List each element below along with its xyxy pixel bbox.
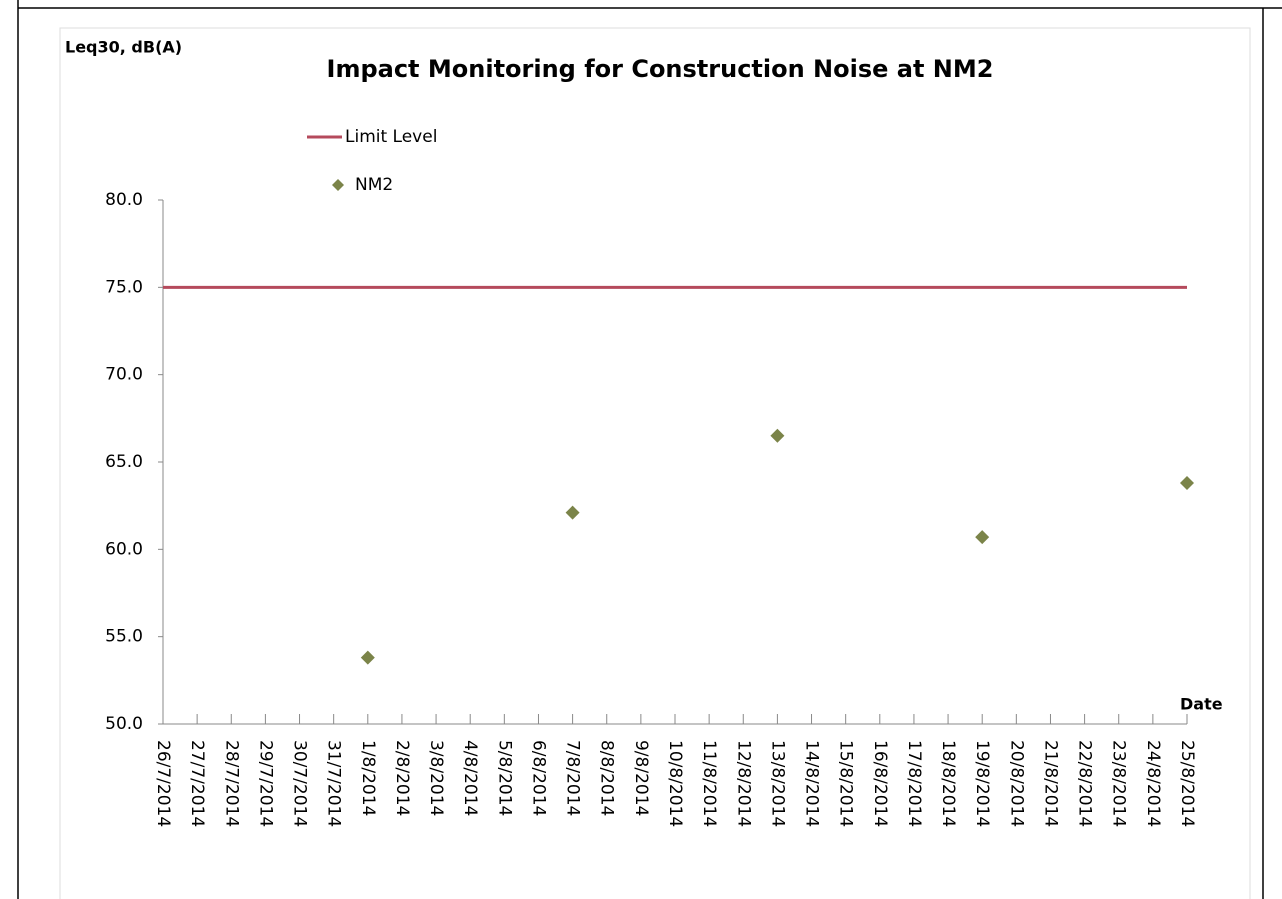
x-tick-label: 4/8/2014: [460, 740, 480, 816]
x-tick-label: 18/8/2014: [938, 740, 958, 827]
x-tick-label: 9/8/2014: [631, 740, 651, 816]
y-axis-label: Leq30, dB(A): [65, 38, 182, 57]
y-tick-label: 80.0: [105, 190, 143, 210]
marker: [360, 650, 375, 665]
x-tick-label: 20/8/2014: [1006, 740, 1026, 827]
x-tick-label: 12/8/2014: [733, 740, 753, 827]
x-tick-label: 8/8/2014: [597, 740, 617, 816]
x-tick-label: 24/8/2014: [1143, 740, 1163, 827]
y-tick-label: 60.0: [105, 539, 143, 559]
x-axis-label: Date: [1180, 695, 1223, 714]
legend-label: Limit Level: [345, 127, 437, 147]
marker: [975, 530, 990, 545]
x-tick-label: 3/8/2014: [426, 740, 446, 816]
x-tick-label: 23/8/2014: [1109, 740, 1129, 827]
x-tick-label: 14/8/2014: [802, 740, 822, 827]
legend-label: NM2: [355, 175, 393, 195]
x-tick-label: 26/7/2014: [153, 740, 173, 827]
x-tick-label: 1/8/2014: [358, 740, 378, 816]
x-tick-label: 31/7/2014: [324, 740, 344, 827]
x-tick-label: 29/7/2014: [255, 740, 275, 827]
chart-title: Impact Monitoring for Construction Noise…: [327, 55, 994, 83]
x-tick-label: 10/8/2014: [665, 740, 685, 827]
x-tick-label: 25/8/2014: [1177, 740, 1197, 827]
marker: [1180, 475, 1194, 490]
x-tick-label: 11/8/2014: [699, 740, 719, 827]
x-tick-label: 28/7/2014: [221, 740, 241, 827]
x-tick-label: 15/8/2014: [836, 740, 856, 827]
x-tick-label: 22/8/2014: [1075, 740, 1095, 827]
x-tick-label: 21/8/2014: [1040, 740, 1060, 827]
x-tick-label: 5/8/2014: [494, 740, 514, 816]
chart-area: [59, 27, 1251, 899]
y-tick-label: 75.0: [105, 277, 143, 297]
marker: [565, 505, 580, 520]
x-tick-label: 19/8/2014: [972, 740, 992, 827]
y-tick-label: 50.0: [105, 714, 143, 734]
marker: [770, 428, 785, 443]
x-tick-label: 2/8/2014: [392, 740, 412, 816]
y-tick-label: 70.0: [105, 365, 143, 385]
x-tick-label: 17/8/2014: [904, 740, 924, 827]
y-tick-label: 55.0: [105, 627, 143, 647]
y-tick-label: 65.0: [105, 452, 143, 472]
x-tick-label: 13/8/2014: [767, 740, 787, 827]
x-tick-label: 30/7/2014: [290, 740, 310, 827]
x-tick-label: 16/8/2014: [870, 740, 890, 827]
x-tick-label: 7/8/2014: [563, 740, 583, 816]
x-tick-label: 6/8/2014: [528, 740, 548, 816]
x-tick-label: 27/7/2014: [187, 740, 207, 827]
legend-marker: [332, 179, 344, 191]
